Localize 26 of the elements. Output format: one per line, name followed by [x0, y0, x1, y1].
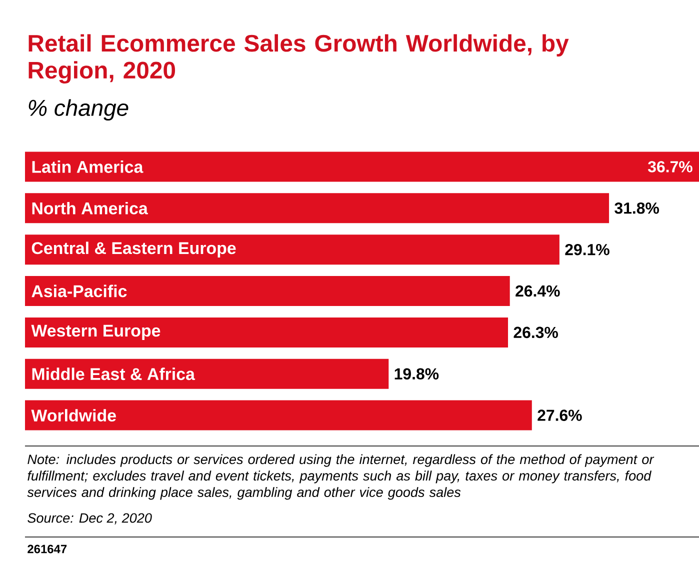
bar [25, 400, 532, 430]
data-label: 27.6% [538, 410, 582, 421]
bar [25, 276, 510, 306]
chart-title: Retail Ecommerce Sales Growth Worldwide, by Region, 2020 [28, 34, 569, 84]
data-label: 26.4% [516, 285, 560, 297]
bar [25, 234, 560, 265]
bar [25, 152, 699, 182]
data-label: 19.8% [394, 368, 439, 380]
y-tick-label: Asia-Pacific [32, 284, 127, 298]
y-tick-label: Latin America [32, 160, 144, 173]
y-tick-label: Central & Eastern Europe [32, 242, 236, 258]
text: 261647 [28, 544, 67, 554]
text: Note: includes products or services ordered using the internet, regardless of the method of payment or fulfillment; excludes travel and event tickets, payments such as bill pay, taxes or money transfers, food services and drinking place sales, gambling and other vice goods sales [27, 454, 654, 500]
data-label: 26.3% [514, 326, 558, 338]
data-label: 29.1% [565, 244, 610, 256]
data-label: 36.7% [648, 161, 692, 172]
bar [25, 358, 389, 389]
bar [25, 193, 610, 224]
y-tick-label: Worldwide [31, 409, 116, 422]
bar [25, 317, 508, 348]
y-tick-label: North America [32, 202, 148, 214]
y-tick-label: Western Europe [31, 324, 160, 340]
chart-subtitle: % change [28, 99, 128, 121]
source-note: Source: Dec 2, 2020 [28, 513, 152, 524]
y-tick-label: Middle East & Africa [32, 368, 196, 380]
data-label: 31.8% [614, 202, 659, 214]
